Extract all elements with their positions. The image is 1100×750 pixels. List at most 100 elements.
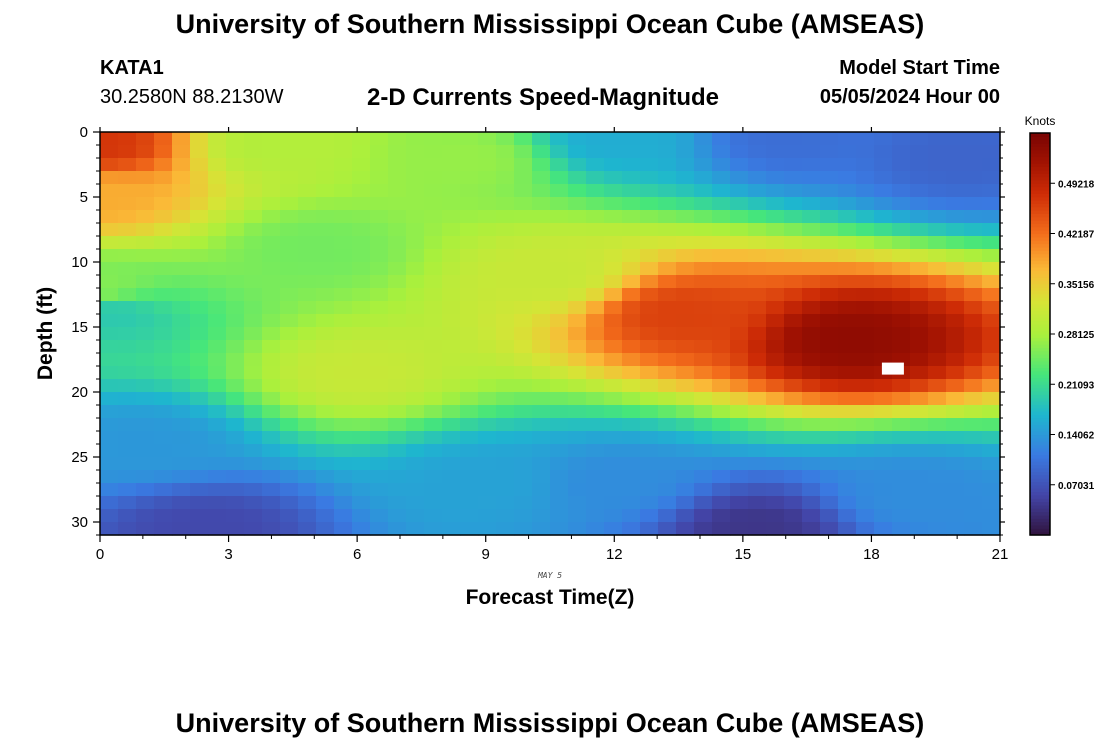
heatmap-cell [730, 418, 749, 432]
colorbar-swatch [1030, 340, 1050, 345]
heatmap-cell [532, 236, 551, 250]
heatmap-cell [298, 431, 317, 445]
heatmap-cell [298, 470, 317, 484]
heatmap-cell [442, 522, 461, 536]
heatmap-cell [406, 184, 425, 198]
heatmap-cell [334, 327, 353, 341]
colorbar-swatch [1030, 300, 1050, 305]
heatmap-cell [388, 314, 407, 328]
heatmap-cell [244, 522, 263, 536]
heatmap-cell [622, 249, 641, 263]
colorbar-swatch [1030, 290, 1050, 295]
heatmap-cell [802, 171, 821, 185]
heatmap-cell [532, 301, 551, 315]
heatmap-cell [352, 444, 371, 458]
heatmap-cell [604, 145, 623, 159]
heatmap-cell [532, 197, 551, 211]
heatmap-cell [586, 249, 605, 263]
heatmap-cell [496, 418, 515, 432]
colorbar-tick-label: 0.07031 [1058, 481, 1095, 492]
heatmap-cell [982, 379, 1001, 393]
heatmap-cell [370, 431, 389, 445]
heatmap-cell [514, 522, 533, 536]
heatmap-cell [226, 366, 245, 380]
heatmap-cell [442, 249, 461, 263]
heatmap-cell [118, 288, 137, 302]
heatmap-cell [280, 158, 299, 172]
heatmap-cell [334, 223, 353, 237]
colorbar-swatch [1030, 427, 1050, 432]
heatmap-cell [586, 145, 605, 159]
x-tick-label: 6 [353, 546, 361, 563]
heatmap-cell [406, 405, 425, 419]
heatmap-cell [244, 340, 263, 354]
heatmap-cell [208, 197, 227, 211]
heatmap-cell [964, 210, 983, 224]
heatmap-cell [226, 288, 245, 302]
heatmap-cell [658, 353, 677, 367]
heatmap-cell [712, 184, 731, 198]
heatmap-cell [190, 509, 209, 523]
heatmap-cell [604, 197, 623, 211]
heatmap-cell [100, 301, 119, 315]
heatmap-cell [316, 392, 335, 406]
heatmap-cell [478, 275, 497, 289]
heatmap-cell [226, 301, 245, 315]
heatmap-cell [622, 392, 641, 406]
heatmap-cell [100, 379, 119, 393]
heatmap-cell [172, 522, 191, 536]
heatmap-cell [316, 457, 335, 471]
heatmap-cell [370, 444, 389, 458]
heatmap-cell [406, 379, 425, 393]
heatmap-cell [892, 171, 911, 185]
heatmap-cell [334, 418, 353, 432]
heatmap-cell [100, 223, 119, 237]
heatmap-cell [784, 275, 803, 289]
heatmap-cell [586, 353, 605, 367]
heatmap-cell [424, 340, 443, 354]
heatmap-cell [568, 314, 587, 328]
colorbar-swatch [1030, 313, 1050, 318]
heatmap-cell [622, 236, 641, 250]
heatmap-cell [118, 418, 137, 432]
heatmap-cell [172, 340, 191, 354]
heatmap-cell [874, 405, 893, 419]
heatmap-cell [334, 496, 353, 510]
heatmap-cell [766, 522, 785, 536]
heatmap-cell [406, 457, 425, 471]
heatmap-cell [874, 197, 893, 211]
heatmap-cell [802, 132, 821, 146]
heatmap-cell [586, 262, 605, 276]
heatmap-cell [406, 314, 425, 328]
heatmap-cell [262, 483, 281, 497]
heatmap-cell [694, 340, 713, 354]
heatmap-cell [118, 171, 137, 185]
heatmap-cell [982, 158, 1001, 172]
heatmap-cell [100, 210, 119, 224]
heatmap-cell [784, 288, 803, 302]
heatmap-cell [766, 184, 785, 198]
heatmap-cell [406, 392, 425, 406]
heatmap-cell [586, 496, 605, 510]
x-tick-label: 18 [863, 546, 880, 563]
heatmap-cell [856, 184, 875, 198]
heatmap-cell [874, 418, 893, 432]
heatmap-cell [982, 392, 1001, 406]
colorbar-tick-label: 0.42187 [1058, 230, 1095, 241]
heatmap-cell [496, 379, 515, 393]
heatmap-cell [856, 327, 875, 341]
heatmap-cell [964, 145, 983, 159]
heatmap-cell [802, 431, 821, 445]
heatmap-cell [874, 496, 893, 510]
heatmap-cell [784, 314, 803, 328]
heatmap-cell [478, 314, 497, 328]
heatmap-cell [550, 470, 569, 484]
heatmap-cell [352, 210, 371, 224]
heatmap-cell [910, 197, 929, 211]
heatmap-cell [352, 145, 371, 159]
heatmap-cell [424, 444, 443, 458]
heatmap-cell [226, 223, 245, 237]
heatmap-cell [424, 184, 443, 198]
colorbar-swatch [1030, 317, 1050, 322]
colorbar-swatch [1030, 233, 1050, 238]
